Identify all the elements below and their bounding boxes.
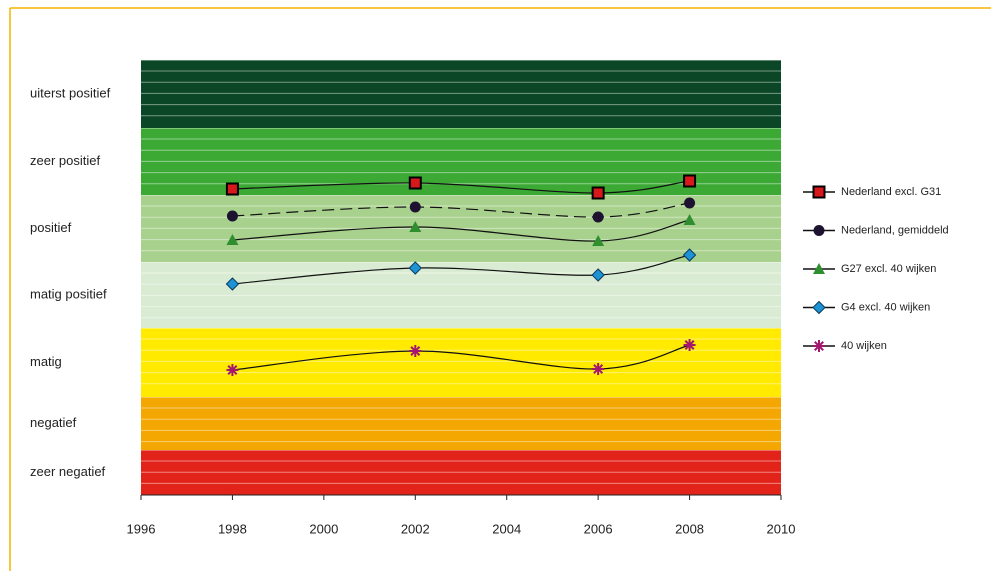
marker — [408, 176, 422, 190]
band-label: matig — [30, 354, 62, 369]
marker — [683, 214, 696, 225]
x-tick-label: 2002 — [401, 521, 430, 536]
marker — [225, 182, 239, 196]
marker — [682, 248, 697, 262]
band — [141, 328, 781, 397]
marker — [812, 300, 826, 315]
band-label: zeer negatief — [30, 464, 106, 479]
x-tick-label: 2008 — [675, 521, 704, 536]
marker — [225, 277, 240, 291]
legend-label: G4 excl. 40 wijken — [841, 301, 930, 313]
x-tick-label: 1996 — [127, 521, 156, 536]
marker-stroke — [227, 365, 238, 375]
marker — [591, 186, 605, 200]
marker — [592, 211, 604, 223]
series-line — [232, 344, 690, 371]
band — [141, 262, 781, 328]
marker — [409, 201, 421, 213]
marker — [813, 340, 825, 352]
band — [141, 450, 781, 495]
x-tick-label: 2000 — [309, 521, 338, 536]
marker-stroke — [814, 341, 824, 351]
x-tick-label: 2006 — [584, 521, 613, 536]
marker — [683, 339, 696, 351]
legend-label: 40 wijken — [841, 340, 887, 352]
series-line — [232, 254, 690, 285]
legend-label: Nederland, gemiddeld — [841, 224, 949, 236]
marker — [226, 364, 239, 376]
marker — [813, 263, 825, 274]
band-label: negatief — [30, 415, 77, 430]
marker — [592, 363, 605, 375]
marker — [409, 221, 422, 232]
marker — [408, 261, 422, 275]
series-line — [232, 219, 690, 242]
band — [141, 397, 781, 450]
band-label: positief — [30, 220, 72, 235]
x-tick-label: 1998 — [218, 521, 247, 536]
marker — [592, 235, 605, 246]
band-label: uiterst positief — [30, 85, 111, 100]
marker — [591, 268, 605, 282]
marker — [226, 234, 239, 245]
marker — [812, 185, 826, 199]
legend-label: G27 excl. 40 wijken — [841, 263, 936, 275]
band-label: zeer positief — [30, 153, 100, 168]
marker — [684, 197, 696, 209]
marker-stroke — [593, 364, 604, 374]
marker — [409, 345, 422, 357]
x-tick-label: 2010 — [767, 521, 796, 536]
band-label: matig positief — [30, 286, 107, 301]
marker-stroke — [410, 346, 421, 356]
marker — [683, 174, 697, 188]
marker — [813, 225, 825, 236]
series-line — [232, 180, 690, 194]
band — [141, 60, 781, 128]
marker-stroke — [684, 340, 695, 350]
legend-label: Nederland excl. G31 — [841, 186, 941, 198]
marker — [226, 210, 238, 222]
series-line — [232, 202, 690, 218]
x-tick-label: 2004 — [492, 521, 521, 536]
